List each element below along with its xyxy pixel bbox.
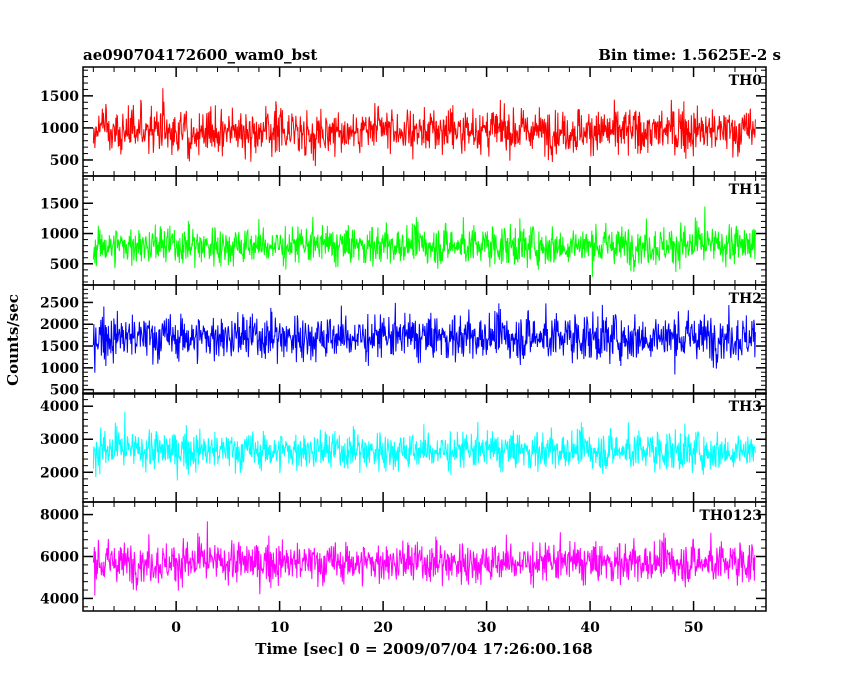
series-line-th3: [92, 411, 756, 481]
x-tick-label: 50: [684, 620, 704, 636]
panel-label-th0123: TH0123: [699, 508, 762, 524]
panels-group: 50010001500TH050010001500TH1500100015002…: [40, 66, 767, 636]
panel-th3: 2000 3000 4000 TH3: [40, 392, 767, 503]
x-tick-label: 0: [171, 620, 181, 636]
series-line-th2: [92, 302, 756, 375]
panel-label-th1: TH1: [729, 182, 762, 198]
series-line-th1: [92, 206, 756, 277]
y-tick-label: 1500: [40, 339, 79, 355]
y-tick-label: 2000: [40, 317, 79, 333]
y-tick-label: 1500: [40, 89, 79, 105]
y-tick-label: 1500: [40, 196, 79, 212]
y-tick-label: 1000: [40, 121, 79, 137]
y-tick-label: 1000: [40, 361, 79, 377]
chart-title-left: ae090704172600_wam0_bst: [83, 46, 317, 64]
y-tick-label: 6000: [40, 550, 79, 566]
y-tick-label: 3000: [40, 432, 79, 448]
panel-th2: 500 1000 1500 2000 2500 TH2: [40, 284, 767, 399]
y-tick-label: 1000: [40, 227, 79, 243]
x-axis-label: Time [sec] 0 = 2009/07/04 17:26:00.168: [255, 640, 592, 658]
series-line-th0: [92, 88, 756, 167]
y-tick-label: 4000: [40, 399, 79, 415]
y-axis-label: Counts/sec: [4, 294, 22, 386]
y-tick-label: 500: [50, 257, 79, 273]
y-tick-label: 500: [50, 153, 79, 169]
panel-th0: 500 1000 1500 TH0: [40, 66, 767, 177]
y-tick-label: 8000: [40, 508, 79, 524]
chart-title-right: Bin time: 1.5625E-2 s: [598, 46, 781, 64]
y-tick-label: 2500: [40, 295, 79, 311]
panel-th1: 500 1000 1500 TH1: [40, 175, 767, 286]
y-tick-label: 500: [50, 383, 79, 399]
x-tick-label: 40: [580, 620, 600, 636]
series-line-th0123: [92, 521, 756, 596]
y-tick-label: 4000: [40, 591, 79, 607]
panel-th0123: 4000 6000 8000 TH0123: [40, 501, 767, 612]
x-tick-label: 20: [373, 620, 393, 636]
x-tick-label: 30: [477, 620, 497, 636]
y-tick-label: 2000: [40, 465, 79, 481]
panel-label-th0: TH0: [729, 73, 763, 89]
panel-label-th2: TH2: [729, 291, 762, 307]
x-tick-label: 10: [270, 620, 290, 636]
panel-label-th3: TH3: [729, 399, 762, 415]
